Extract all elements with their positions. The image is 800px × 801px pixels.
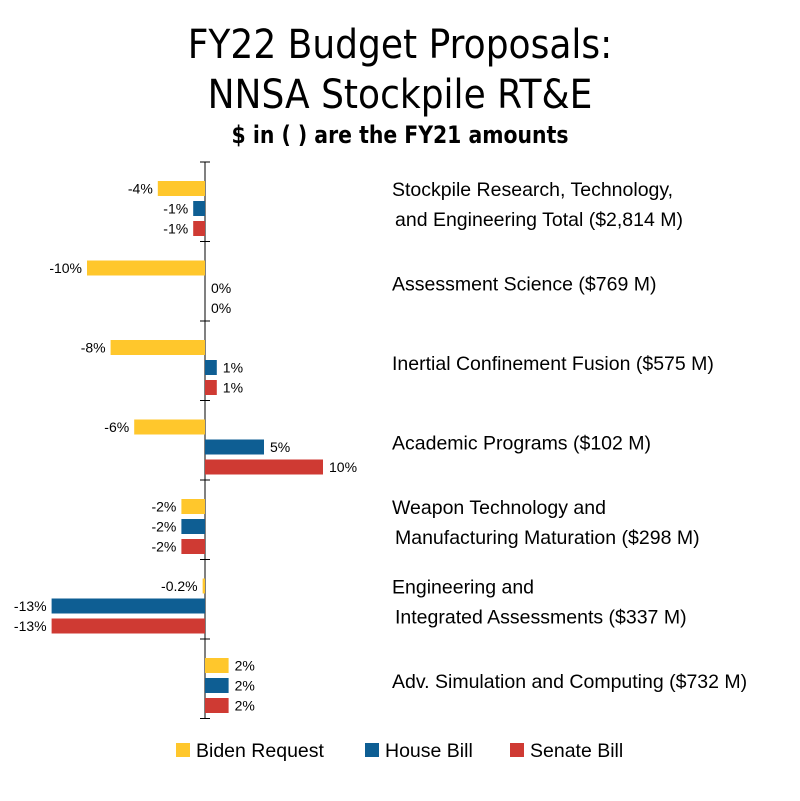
bar-value-label: 0% — [211, 300, 231, 316]
bar-value-label: -4% — [128, 181, 153, 197]
legend-label: House Bill — [385, 740, 473, 762]
category-label: Inertial Confinement Fusion ($575 M) — [392, 353, 714, 375]
bar-value-label: -6% — [104, 419, 129, 435]
category-label: Assessment Science ($769 M) — [392, 273, 656, 295]
bar-biden-request — [181, 499, 205, 514]
legend-swatch — [176, 743, 190, 757]
bar-value-label: 1% — [223, 380, 243, 396]
legend-label: Biden Request — [196, 740, 325, 762]
category-label: Adv. Simulation and Computing ($732 M) — [392, 671, 747, 693]
bar-value-label: -8% — [81, 340, 106, 356]
category-label: Integrated Assessments ($337 M) — [395, 606, 687, 628]
category-label: Weapon Technology and — [392, 497, 606, 519]
category-label: Stockpile Research, Technology, — [392, 179, 673, 201]
bar-value-label: -0.2% — [161, 578, 198, 594]
bar-house-bill — [205, 678, 229, 693]
bar-senate-bill — [181, 539, 205, 554]
bar-house-bill — [51, 598, 205, 614]
bar-value-label: 2% — [235, 658, 255, 674]
chart-header: FY22 Budget Proposals: NNSA Stockpile RT… — [0, 20, 800, 150]
bar-value-label: 5% — [270, 439, 290, 455]
legend-label: Senate Bill — [530, 740, 623, 762]
category-label: Manufacturing Maturation ($298 M) — [395, 527, 700, 549]
bar-value-label: 2% — [235, 678, 255, 694]
bar-value-label: -1% — [163, 221, 188, 237]
category-label: and Engineering Total ($2,814 M) — [395, 209, 683, 231]
bar-value-label: 1% — [223, 360, 243, 376]
bar-biden-request — [205, 658, 229, 673]
bar-value-label: -2% — [151, 519, 176, 535]
bar-value-label: -1% — [163, 201, 188, 217]
bar-biden-request — [134, 419, 205, 435]
category-label: Engineering and — [392, 576, 534, 598]
bar-value-label: -13% — [14, 598, 47, 614]
category-label: Academic Programs ($102 M) — [392, 432, 651, 454]
bar-value-label: -2% — [151, 539, 176, 555]
bar-value-label: 2% — [235, 698, 255, 714]
bar-biden-request — [202, 578, 205, 594]
bar-senate-bill — [205, 380, 217, 395]
bar-house-bill — [205, 360, 217, 375]
bar-senate-bill — [205, 459, 323, 475]
bar-value-label: -13% — [14, 618, 47, 634]
bar-biden-request — [87, 260, 205, 276]
bar-house-bill — [181, 519, 205, 534]
bar-biden-request — [157, 181, 205, 196]
bar-value-label: 0% — [211, 280, 231, 296]
bar-house-bill — [193, 201, 205, 216]
bar-senate-bill — [193, 221, 205, 236]
legend-swatch — [365, 743, 379, 757]
chart-subtitle: $ in ( ) are the FY21 amounts — [231, 121, 569, 149]
bar-value-label: -2% — [151, 499, 176, 515]
chart-title-line-1: FY22 Budget Proposals: — [187, 22, 613, 68]
bar-senate-bill — [51, 618, 205, 634]
bar-senate-bill — [205, 698, 229, 713]
bar-biden-request — [110, 340, 205, 355]
bar-house-bill — [205, 439, 264, 455]
chart-title-line-2: NNSA Stockpile RT&E — [207, 72, 593, 118]
bar-value-label: 10% — [329, 459, 357, 475]
bar-value-label: -10% — [49, 260, 82, 276]
legend-swatch — [510, 743, 524, 757]
